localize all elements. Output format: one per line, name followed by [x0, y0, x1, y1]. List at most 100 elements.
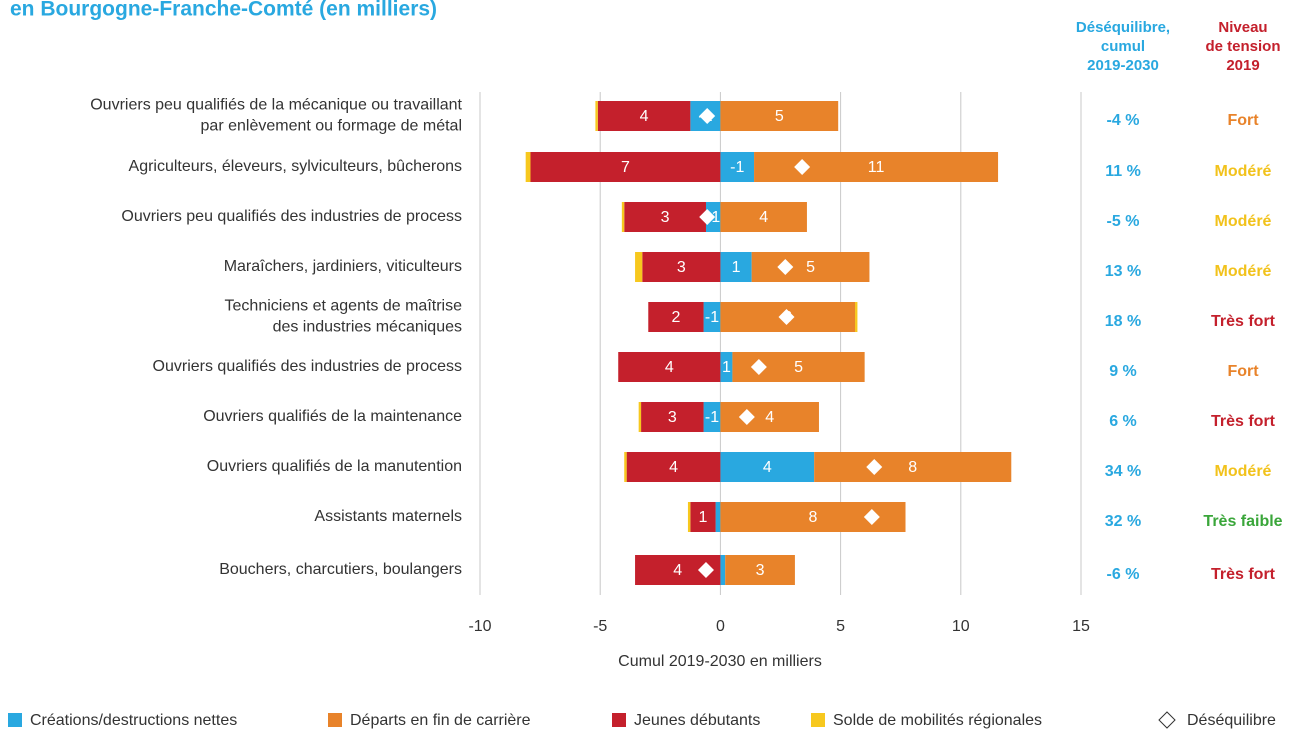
data-label: 5 — [775, 108, 784, 125]
marker — [794, 159, 811, 175]
data-label: 5 — [806, 259, 815, 276]
marker — [699, 209, 716, 225]
column-value: 9 % — [1109, 363, 1137, 380]
category-label: Ouvriers qualifiés des industries de pro… — [153, 358, 462, 375]
bar-segment — [525, 152, 531, 182]
column-value: Très faible — [1203, 513, 1282, 530]
data-label: 4 — [759, 209, 768, 226]
data-label: 4 — [765, 409, 774, 426]
data-label: 3 — [677, 259, 686, 276]
category-label: Ouvriers peu qualifiés de la mécanique o… — [90, 97, 462, 135]
column-header: Niveau de tension 2019 — [1205, 19, 1280, 74]
x-tick-label: 0 — [716, 618, 725, 635]
marker — [863, 509, 880, 525]
legend-swatch — [8, 713, 22, 727]
column-value: 34 % — [1105, 463, 1141, 480]
x-tick-label: -5 — [593, 618, 607, 635]
column-value: 6 % — [1109, 413, 1137, 430]
column-value: 11 % — [1105, 163, 1141, 180]
data-label: -1 — [705, 409, 719, 426]
bar-segment — [618, 352, 721, 382]
data-label: 4 — [640, 108, 649, 125]
data-label: 4 — [665, 359, 674, 376]
bar-segment — [720, 452, 815, 482]
bar-segment — [624, 202, 706, 232]
data-label: 1 — [699, 509, 708, 526]
data-label: 4 — [763, 459, 772, 476]
legend-marker — [1158, 711, 1176, 729]
marker — [697, 562, 714, 578]
column-value: Très fort — [1211, 313, 1276, 330]
data-label: 1 — [732, 259, 741, 276]
category-label: Agriculteurs, éleveurs, sylviculteurs, b… — [129, 158, 462, 175]
legend-label: Jeunes débutants — [634, 712, 760, 729]
bar-segment — [642, 252, 721, 282]
legend-label: Créations/destructions nettes — [30, 712, 237, 729]
bar-segment — [648, 302, 704, 332]
column-value: -6 % — [1107, 566, 1140, 583]
x-tick-label: 5 — [836, 618, 845, 635]
marker — [866, 459, 883, 475]
marker — [738, 409, 755, 425]
x-tick-label: 10 — [952, 618, 970, 635]
data-label: 7 — [621, 159, 630, 176]
category-label: Techniciens et agents de maîtrise des ind… — [225, 298, 463, 336]
marker — [777, 259, 794, 275]
bar-segment — [720, 202, 807, 232]
column-value: Modéré — [1215, 463, 1272, 480]
bar-segment — [814, 452, 1012, 482]
column-value: -4 % — [1107, 112, 1140, 129]
column-value: 32 % — [1105, 513, 1141, 530]
data-label: 1 — [722, 359, 731, 376]
bar-segment — [720, 252, 752, 282]
bar-segment — [626, 452, 721, 482]
bar-segment — [725, 555, 795, 585]
column-value: Fort — [1227, 112, 1259, 129]
bar-segment — [530, 152, 721, 182]
legend-label: Départs en fin de carrière — [350, 712, 531, 729]
column-value: Très fort — [1211, 413, 1276, 430]
column-value: Fort — [1227, 363, 1259, 380]
data-label: 11 — [868, 159, 885, 176]
column-value: -5 % — [1107, 213, 1140, 230]
data-label: 3 — [661, 209, 670, 226]
data-label: 4 — [669, 459, 678, 476]
bar-segment — [720, 152, 755, 182]
column-value: Modéré — [1215, 213, 1272, 230]
data-label: 5 — [794, 359, 803, 376]
legend-swatch — [612, 713, 626, 727]
bar-segment — [720, 352, 733, 382]
bar-segment — [635, 252, 643, 282]
bar-segment — [703, 302, 721, 332]
bar-segment — [720, 555, 726, 585]
bar-segment — [641, 402, 704, 432]
bar-segment — [621, 202, 625, 232]
bar-segment — [715, 502, 721, 532]
bar-segment — [720, 101, 839, 131]
bar-segment — [624, 452, 627, 482]
column-value: 13 % — [1105, 263, 1141, 280]
data-label: -1 — [705, 309, 719, 326]
data-label: 3 — [668, 409, 677, 426]
bar-segment — [597, 101, 691, 131]
legend-label: Déséquilibre — [1187, 712, 1276, 729]
data-label: 8 — [908, 459, 917, 476]
x-axis-label: Cumul 2019-2030 en milliers — [618, 653, 822, 670]
bar-segment — [595, 101, 598, 131]
category-label: Ouvriers peu qualifiés des industries de… — [121, 208, 462, 225]
bar-segment — [690, 502, 716, 532]
legend-swatch — [328, 713, 342, 727]
category-label: Ouvriers qualifiés de la manutention — [207, 458, 462, 475]
column-value: Modéré — [1215, 163, 1272, 180]
category-label: Assistants maternels — [314, 508, 462, 525]
data-label: 3 — [756, 562, 765, 579]
bar-segment — [703, 402, 721, 432]
legend-label: Solde de mobilités régionales — [833, 712, 1042, 729]
bar-segment — [751, 252, 870, 282]
column-value: 18 % — [1105, 313, 1141, 330]
bar-segment — [687, 502, 691, 532]
chart-title: en Bourgogne-Franche-Comté (en milliers) — [10, 0, 437, 21]
bar-segment — [720, 402, 819, 432]
x-tick-label: -10 — [468, 618, 491, 635]
